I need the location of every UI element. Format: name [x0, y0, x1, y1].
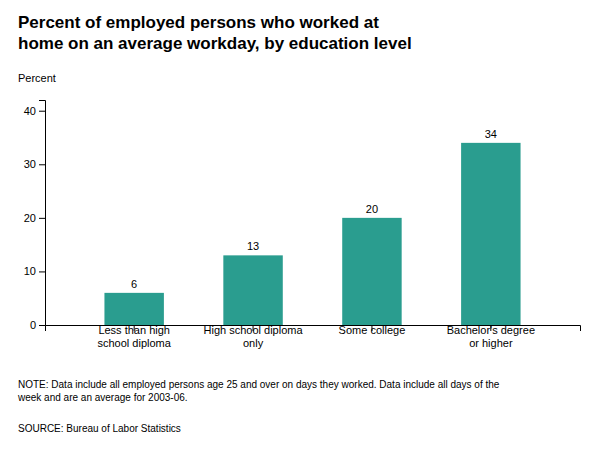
text-line: SOURCE: Bureau of Labor Statistics: [18, 423, 181, 434]
annotation: SOURCE: Bureau of Labor Statistics: [18, 423, 181, 434]
y-tick-mark: [39, 111, 45, 112]
plot: 0 10 20 30 40 Less than highschool diploma Hig…: [24, 101, 581, 349]
data-label: 34: [485, 128, 497, 140]
text-line: school diploma: [97, 337, 171, 349]
bar: [104, 293, 163, 325]
y-tick-label: 20: [24, 212, 36, 224]
bars: [104, 143, 520, 325]
x-tick-label: High school diplomaonly: [204, 324, 304, 349]
y-tick: 40: [24, 105, 45, 117]
text-line: Bachelor's degree: [447, 324, 535, 336]
bar: [223, 255, 282, 325]
text-line: or higher: [469, 337, 513, 349]
chart: Percent of employed persons who worked a…: [0, 0, 600, 450]
x-tick: Less than highschool diploma: [97, 324, 171, 349]
bar: [342, 218, 401, 325]
x-tick-label: Less than highschool diploma: [97, 324, 171, 349]
text-line: NOTE: Data include all employed persons …: [18, 379, 500, 390]
y-tick-mark: [39, 164, 45, 165]
text-line: High school diploma: [204, 324, 304, 336]
title: Percent of employed persons who worked a…: [18, 13, 412, 53]
x-axis: Less than highschool diploma High school …: [46, 324, 581, 349]
y-tick-mark: [39, 218, 45, 219]
text-line: Less than high: [98, 324, 170, 336]
x-tick: Some college: [339, 324, 406, 336]
y-tick: 0: [30, 319, 45, 331]
x-tick: Bachelor's degreeor higher: [447, 324, 535, 349]
y-tick-mark: [39, 325, 45, 326]
y-tick-label: 0: [30, 319, 36, 331]
data-labels: 6 13 20 34: [131, 128, 497, 290]
y-tick: 20: [24, 212, 45, 224]
y-axis: 0 10 20 30 40: [24, 101, 46, 332]
y-tick-label: 40: [24, 105, 36, 117]
text-line: Some college: [339, 324, 406, 336]
x-tick-label: Bachelor's degreeor higher: [447, 324, 535, 349]
y-tick: 10: [24, 265, 45, 277]
y-axis-label: Percent: [18, 72, 56, 84]
y-tick: 30: [24, 158, 45, 170]
data-label: 13: [247, 240, 259, 252]
x-tick-label: Some college: [339, 324, 406, 336]
y-tick-label: 10: [24, 265, 36, 277]
text-line: home on an average workday, by education…: [18, 34, 412, 53]
data-label: 20: [366, 203, 378, 215]
annotation: NOTE: Data include all employed persons …: [17, 379, 500, 403]
y-tick-label: 30: [24, 158, 36, 170]
text-line: Percent of employed persons who worked a…: [18, 13, 379, 32]
y-axis-line: [39, 101, 46, 326]
y-tick-mark: [39, 271, 45, 272]
x-tick: High school diplomaonly: [204, 324, 304, 349]
data-label: 6: [131, 278, 137, 290]
text-line: only: [243, 337, 264, 349]
bar: [461, 143, 520, 325]
text-line: week and are an average for 2003-06.: [17, 392, 188, 403]
